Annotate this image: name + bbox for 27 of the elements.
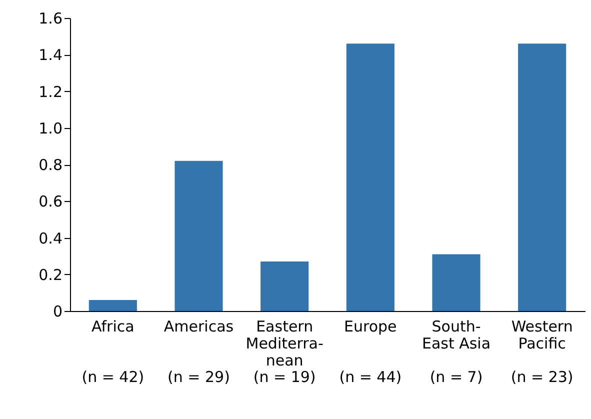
y-tick-label: 1.2 — [38, 82, 62, 101]
x-tick-label: South- East Asia — [422, 318, 491, 352]
y-tick-label: 1.4 — [38, 46, 62, 64]
y-tick-label: 0.4 — [38, 229, 62, 248]
text: (n = 42) — [82, 368, 144, 386]
x-tick-label: Eastern Mediterra- nean — [246, 318, 324, 370]
text: (n = 23) — [510, 368, 574, 386]
y-tick-label: 1.0 — [38, 119, 62, 138]
bar — [88, 300, 137, 311]
y-tick-label: 0.8 — [38, 156, 62, 174]
y-tick-label: 0.2 — [38, 266, 62, 284]
bar — [432, 254, 480, 311]
x-tick-label: Africa — [92, 318, 134, 336]
y-tick-label: 0 — [52, 302, 62, 320]
x-tick-label: Europe — [344, 318, 397, 336]
y-tick-label: 0.6 — [38, 192, 62, 211]
text: (n = 44) — [339, 368, 402, 386]
bar — [346, 44, 394, 311]
y-tick-label: 1.6 — [38, 10, 62, 28]
x-tick-label: Western Pacific — [511, 318, 573, 352]
text: (n = 29) — [168, 368, 230, 386]
bar — [518, 44, 566, 311]
text: (n = 19) — [253, 368, 316, 386]
text: (n = 7) — [430, 368, 483, 386]
x-tick-label: Americas — [164, 318, 234, 336]
bar — [260, 262, 309, 311]
bar — [174, 160, 223, 311]
